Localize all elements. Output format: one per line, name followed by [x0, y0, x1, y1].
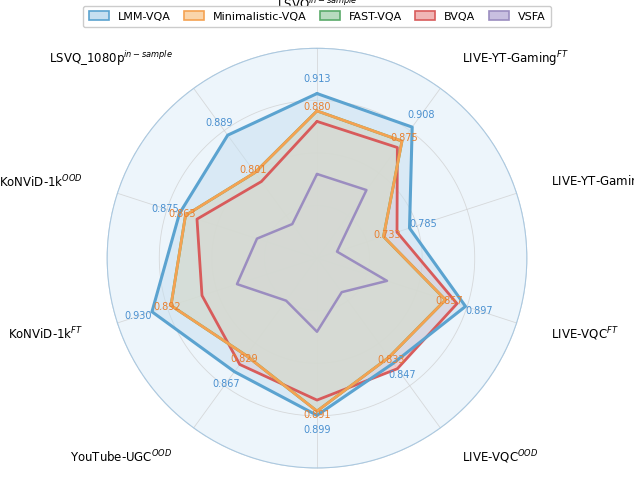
Polygon shape — [171, 111, 446, 411]
Polygon shape — [237, 174, 387, 332]
Text: 0.891: 0.891 — [303, 410, 331, 420]
Text: 0.892: 0.892 — [153, 302, 181, 312]
Text: 0.897: 0.897 — [466, 306, 493, 316]
Text: LSVQ_1080p$^{in-sample}$: LSVQ_1080p$^{in-sample}$ — [49, 50, 172, 68]
Legend: LMM-VQA, Minimalistic-VQA, FAST-VQA, BVQA, VSFA: LMM-VQA, Minimalistic-VQA, FAST-VQA, BVQ… — [83, 6, 551, 27]
Text: YouTube-UGC$^{OOD}$: YouTube-UGC$^{OOD}$ — [70, 449, 172, 466]
Polygon shape — [107, 48, 527, 468]
Text: 0.847: 0.847 — [388, 370, 416, 380]
Text: 0.875: 0.875 — [391, 133, 418, 143]
Text: 0.867: 0.867 — [212, 379, 240, 389]
Text: LSVQ$^{in-sample}$: LSVQ$^{in-sample}$ — [276, 0, 358, 12]
Text: LIVE-VQC$^{OOD}$: LIVE-VQC$^{OOD}$ — [462, 448, 538, 466]
Text: 0.863: 0.863 — [168, 209, 196, 219]
Text: 0.875: 0.875 — [152, 204, 179, 214]
Polygon shape — [152, 94, 465, 415]
Text: LIVE-YT-Gaming$^{OOD}$: LIVE-YT-Gaming$^{OOD}$ — [551, 172, 634, 192]
Text: 0.930: 0.930 — [124, 311, 152, 321]
Text: 0.833: 0.833 — [377, 355, 405, 365]
Text: 0.733: 0.733 — [373, 230, 401, 240]
Text: KoNViD-1k$^{OOD}$: KoNViD-1k$^{OOD}$ — [0, 174, 83, 190]
Text: 0.829: 0.829 — [230, 354, 258, 364]
Text: LIVE-VQC$^{FT}$: LIVE-VQC$^{FT}$ — [551, 326, 619, 343]
Text: 0.913: 0.913 — [303, 74, 331, 84]
Text: 0.889: 0.889 — [205, 118, 233, 128]
Text: 0.801: 0.801 — [239, 164, 266, 174]
Text: 0.899: 0.899 — [303, 425, 331, 435]
Text: 0.785: 0.785 — [410, 218, 437, 228]
Text: 0.857: 0.857 — [436, 296, 463, 306]
Text: LIVE-YT-Gaming$^{FT}$: LIVE-YT-Gaming$^{FT}$ — [462, 49, 568, 69]
Text: KoNViD-1k$^{FT}$: KoNViD-1k$^{FT}$ — [8, 326, 83, 342]
Polygon shape — [171, 111, 446, 411]
Polygon shape — [197, 121, 457, 400]
Text: 0.908: 0.908 — [407, 110, 434, 120]
Text: 0.880: 0.880 — [303, 102, 331, 112]
